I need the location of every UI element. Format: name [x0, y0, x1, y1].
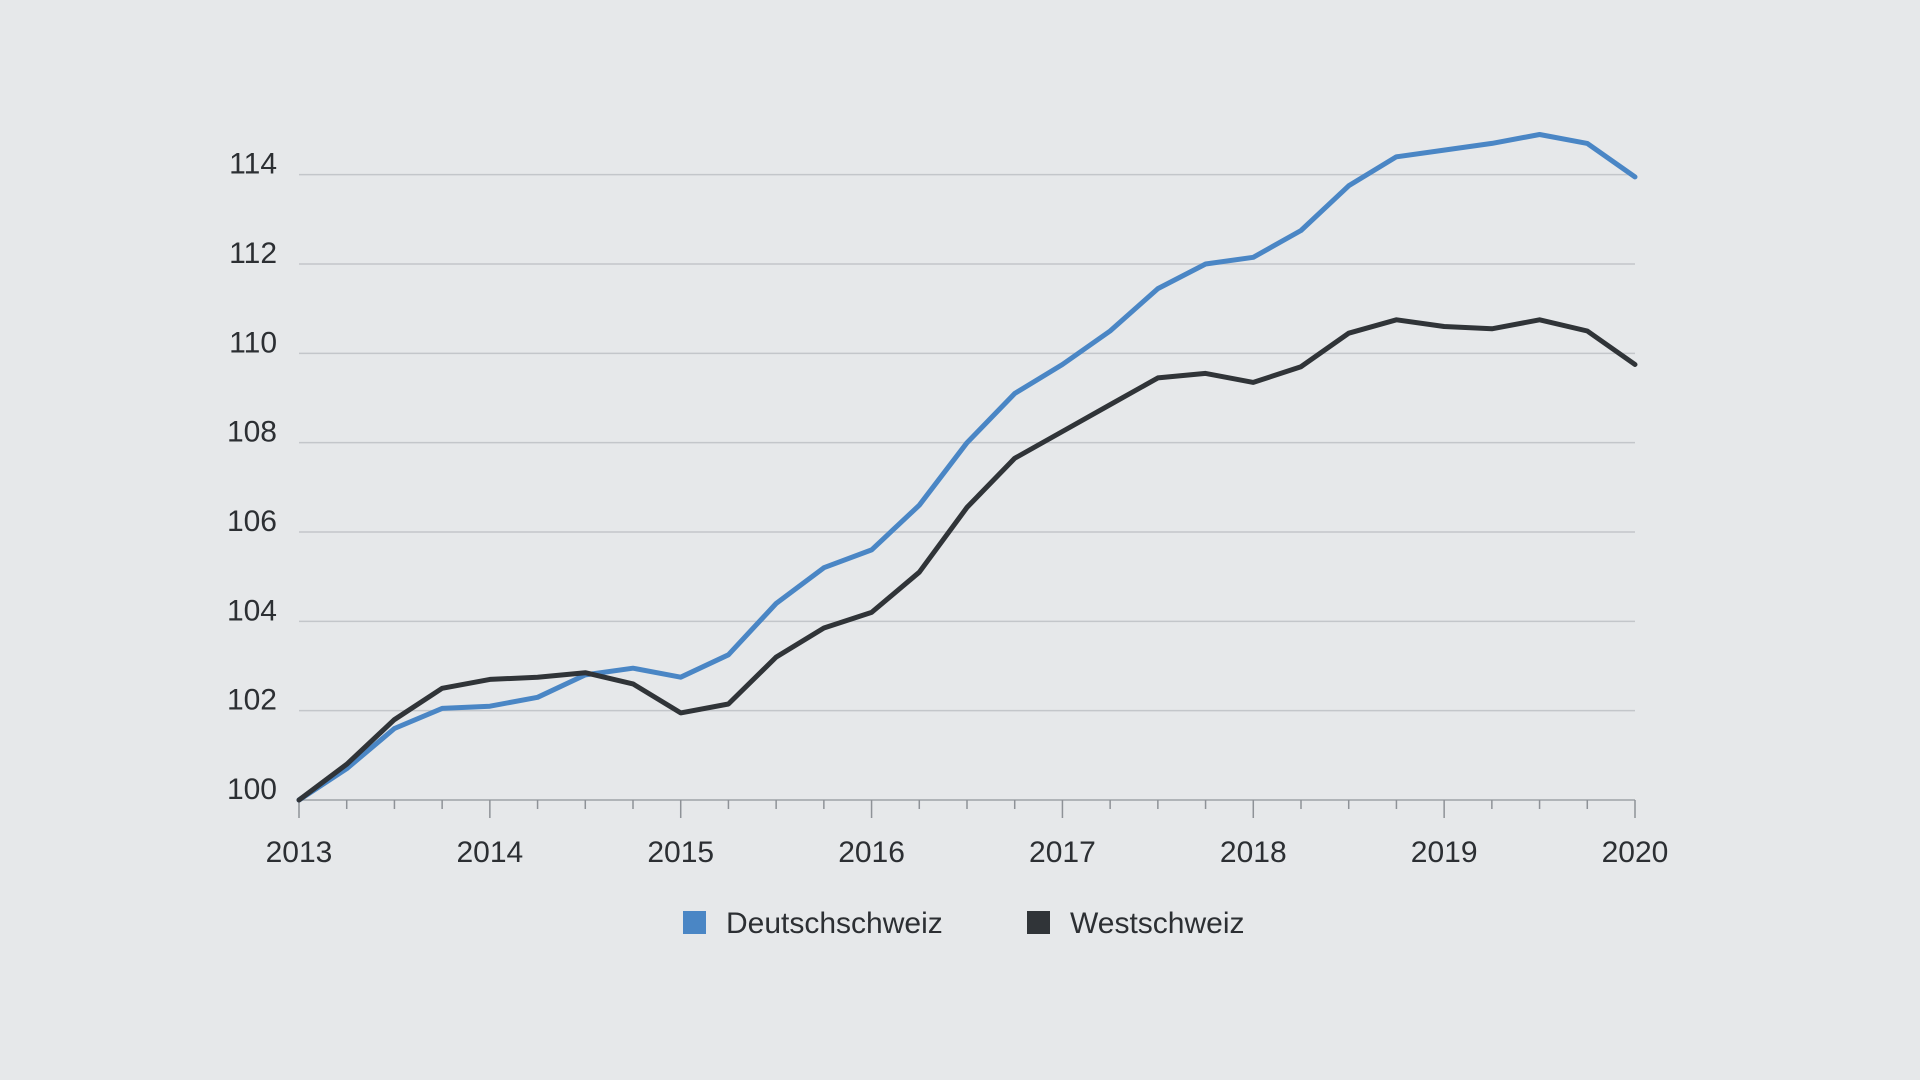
y-tick-label: 102 [227, 684, 277, 717]
x-tick-label: 2016 [838, 836, 905, 869]
x-axis: 2013 2014 2015 2016 2017 2018 2019 2020 [266, 799, 1669, 869]
y-tick-label: 104 [227, 594, 277, 627]
y-tick-label: 110 [229, 326, 277, 359]
series-line-deutschschweiz [296, 132, 1638, 803]
legend: Deutschschweiz Westschweiz [683, 907, 1245, 940]
x-tick-label: 2019 [1411, 836, 1478, 869]
y-axis-ticks: 100 102 104 106 108 110 112 114 [227, 148, 277, 806]
legend-swatch-deutschschweiz [683, 911, 706, 934]
legend-label-westschweiz: Westschweiz [1070, 907, 1245, 940]
x-tick-label: 2015 [647, 836, 714, 869]
gridlines [299, 173, 1635, 712]
x-tick-label: 2018 [1220, 836, 1287, 869]
y-tick-label: 106 [227, 505, 277, 538]
y-tick-label: 114 [229, 148, 277, 181]
x-tick-label: 2017 [1029, 836, 1096, 869]
y-tick-label: 100 [227, 773, 277, 806]
series-line-westschweiz [296, 317, 1638, 803]
legend-label-deutschschweiz: Deutschschweiz [726, 907, 943, 940]
series-lines [296, 132, 1638, 803]
legend-swatch-westschweiz [1027, 911, 1050, 934]
x-tick-label: 2020 [1602, 836, 1669, 869]
x-tick-label: 2014 [456, 836, 523, 869]
y-tick-label: 108 [227, 416, 277, 449]
x-tick-label: 2013 [266, 836, 333, 869]
y-tick-label: 112 [229, 237, 277, 270]
